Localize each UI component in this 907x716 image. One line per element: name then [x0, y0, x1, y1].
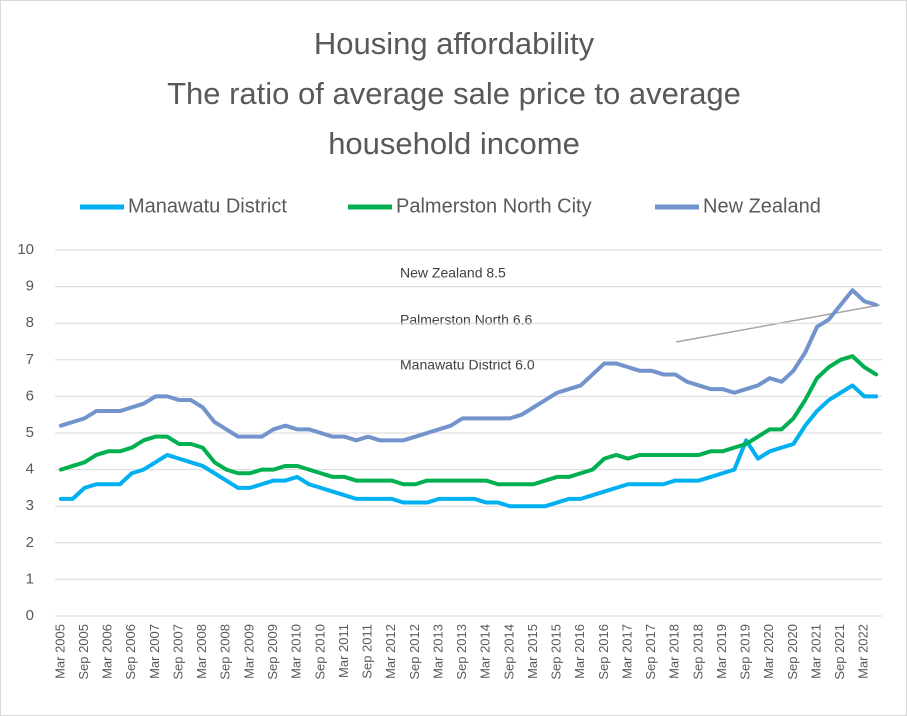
- x-tick-label: Sep 2013: [454, 624, 469, 680]
- x-tick-label: Mar 2012: [383, 624, 398, 679]
- annotation: Manawatu District 6.0: [400, 357, 535, 373]
- x-tick-label: Mar 2014: [478, 624, 493, 679]
- x-tick-label: Mar 2021: [808, 624, 823, 679]
- x-tick-label: Mar 2013: [430, 624, 445, 679]
- x-tick-label: Sep 2006: [123, 624, 138, 680]
- annotation: Palmerston North 6.6: [400, 312, 532, 328]
- y-tick-label: 9: [26, 278, 34, 295]
- y-tick-label: 4: [26, 461, 34, 478]
- y-tick-label: 0: [26, 607, 34, 624]
- x-tick-label: Mar 2016: [572, 624, 587, 679]
- y-tick-label: 7: [26, 351, 34, 368]
- x-tick-label: Sep 2008: [218, 624, 233, 680]
- x-tick-label: Sep 2012: [407, 624, 422, 680]
- x-tick-label: Mar 2018: [667, 624, 682, 679]
- chart-title: Housing affordability: [314, 26, 595, 61]
- x-tick-label: Sep 2007: [170, 624, 185, 680]
- x-tick-label: Sep 2021: [832, 624, 847, 680]
- x-tick-label: Sep 2017: [643, 624, 658, 680]
- y-tick-label: 5: [26, 424, 34, 441]
- x-tick-label: Sep 2014: [501, 624, 516, 680]
- y-tick-label: 8: [26, 314, 34, 331]
- series-line: [58, 354, 879, 487]
- x-tick-label: Mar 2015: [525, 624, 540, 679]
- x-tick-label: Mar 2010: [289, 624, 304, 679]
- legend-label: Manawatu District: [128, 195, 287, 217]
- x-tick-label: Sep 2009: [265, 624, 280, 680]
- x-tick-label: Mar 2008: [194, 624, 209, 679]
- x-tick-label: Sep 2011: [360, 624, 375, 679]
- x-tick-label: Mar 2020: [761, 624, 776, 679]
- x-tick-label: Sep 2016: [596, 624, 611, 680]
- annotation: New Zealand 8.5: [400, 265, 506, 281]
- x-tick-label: Mar 2019: [714, 624, 729, 679]
- x-tick-label: Mar 2006: [100, 624, 115, 679]
- y-tick-label: 2: [26, 534, 34, 551]
- y-tick-label: 6: [26, 387, 34, 404]
- y-tick-label: 3: [26, 497, 34, 514]
- series-line: [58, 383, 879, 509]
- x-tick-label: Sep 2020: [785, 624, 800, 680]
- x-tick-label: Mar 2005: [52, 624, 67, 679]
- legend-label: New Zealand: [703, 195, 821, 217]
- y-tick-label: 10: [17, 241, 34, 258]
- x-tick-label: Mar 2011: [336, 624, 351, 678]
- x-tick-label: Sep 2019: [738, 624, 753, 680]
- legend-label: Palmerston North City: [396, 195, 592, 217]
- chart-title: household income: [328, 126, 580, 161]
- series-line: [58, 288, 879, 443]
- x-tick-label: Mar 2022: [856, 624, 871, 679]
- x-tick-label: Sep 2005: [76, 624, 91, 680]
- x-tick-label: Mar 2009: [241, 624, 256, 679]
- y-tick-label: 1: [26, 570, 34, 587]
- chart-title: The ratio of average sale price to avera…: [167, 76, 741, 111]
- x-tick-label: Mar 2007: [147, 624, 162, 679]
- x-tick-label: Mar 2017: [619, 624, 634, 679]
- x-tick-label: Sep 2015: [549, 624, 564, 680]
- x-tick-label: Sep 2010: [312, 624, 327, 680]
- x-tick-label: Sep 2018: [690, 624, 705, 680]
